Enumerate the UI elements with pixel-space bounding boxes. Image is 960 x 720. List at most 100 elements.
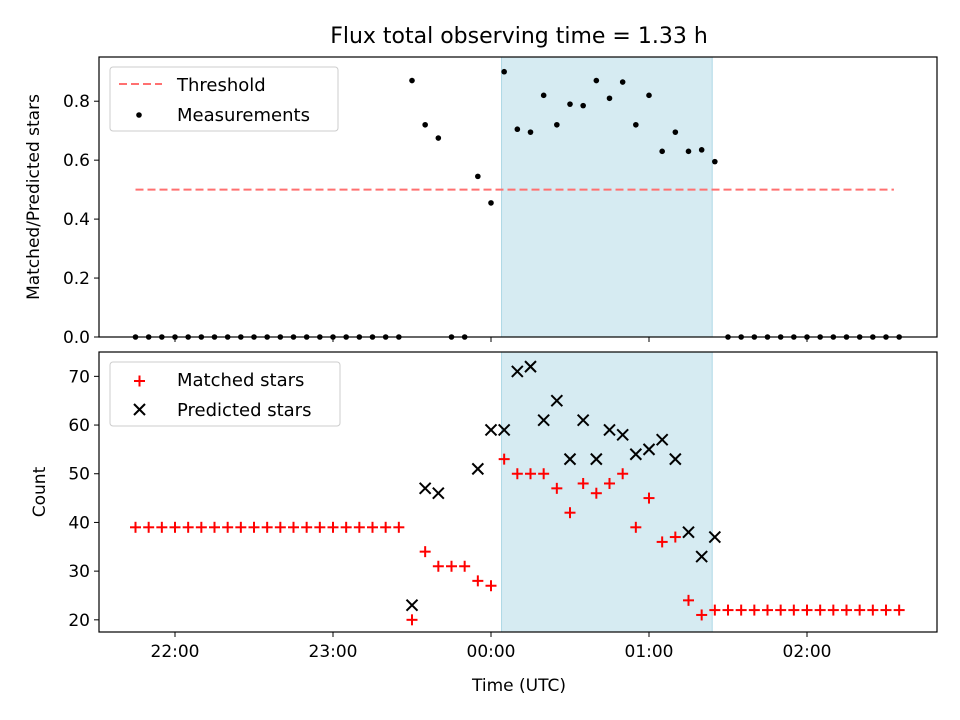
predicted-point <box>642 443 656 456</box>
matched-point <box>446 560 457 572</box>
measurement-point <box>554 121 560 128</box>
predicted-point <box>629 448 643 461</box>
matched-point <box>419 546 431 558</box>
x-tick-label: 02:00 <box>783 642 832 662</box>
x-tick-label: 23:00 <box>309 642 358 662</box>
bottom-legend-box <box>109 361 341 427</box>
predicted-point <box>603 423 616 437</box>
y-tick-label: 70 <box>68 367 90 387</box>
matched-point <box>762 604 773 616</box>
matched-point <box>748 604 760 616</box>
predicted-point <box>524 360 537 373</box>
matched-point <box>630 521 642 533</box>
y-tick-label: 30 <box>68 562 90 582</box>
measurement-point <box>712 158 718 165</box>
matched-point <box>841 604 852 616</box>
matched-point <box>775 604 787 616</box>
matched-point <box>327 521 339 533</box>
measurement-point <box>619 79 626 85</box>
predicted-point <box>497 423 511 437</box>
matched-point <box>683 594 694 606</box>
matched-point <box>156 521 168 533</box>
bottom-y-axis: 20 30 40 50 60 70 <box>68 367 99 631</box>
matched-point <box>788 604 800 616</box>
matched-point <box>472 575 484 587</box>
y-tick-label: 0.6 <box>63 151 90 171</box>
predicted-point <box>655 433 669 446</box>
measurement-point <box>527 129 534 135</box>
top-legend-box <box>109 66 339 132</box>
bottom-axes-frame <box>98 351 938 633</box>
matched-point <box>182 521 194 533</box>
predicted-point <box>550 394 564 407</box>
measurement-point <box>685 148 692 155</box>
measurement-point <box>422 121 428 128</box>
x-axis-label: Time (UTC) <box>471 676 566 696</box>
top-axes-frame <box>98 56 938 338</box>
matched-point <box>353 521 365 533</box>
matched-point <box>669 531 681 543</box>
y-tick-label: 20 <box>68 611 90 631</box>
bottom-shaded-interval <box>501 351 713 633</box>
matched-point <box>130 521 141 533</box>
legend-measurements-label: Measurements <box>177 105 310 126</box>
y-tick-label: 40 <box>68 513 90 533</box>
predicted-point <box>590 452 603 466</box>
measurement-point <box>633 121 639 128</box>
predicted-point <box>418 482 432 495</box>
matched-point <box>511 468 523 480</box>
y-tick-label: 0.8 <box>63 92 90 112</box>
matched-point <box>564 507 576 519</box>
top-y-axis: 0.0 0.2 0.4 0.6 0.8 <box>63 92 99 348</box>
matched-point <box>288 521 299 533</box>
matched-point <box>656 536 668 548</box>
matched-point <box>380 521 392 533</box>
legend-threshold-label: Threshold <box>176 75 266 96</box>
matched-point <box>735 604 747 616</box>
matched-point <box>498 453 510 465</box>
matched-stars-series <box>130 453 905 626</box>
measurement-point <box>501 68 507 75</box>
predicted-point <box>576 413 590 427</box>
matched-point <box>801 604 813 616</box>
predicted-point <box>537 413 550 427</box>
y-tick-label: 60 <box>68 416 90 436</box>
measurement-point <box>409 77 415 84</box>
top-legend: Threshold Measurements <box>109 66 339 132</box>
matched-point <box>604 477 615 489</box>
y-tick-label: 50 <box>68 465 90 485</box>
matched-point <box>854 604 866 616</box>
measurement-point <box>567 101 573 107</box>
matched-point <box>485 580 497 592</box>
measurement-point <box>488 200 494 206</box>
bottom-y-label: Count <box>30 466 50 517</box>
measurement-point <box>435 135 442 141</box>
measurement-point <box>540 92 547 99</box>
bottom-x-axis: 22:00 23:00 00:00 01:00 02:00 <box>151 632 832 662</box>
chart-title: Flux total observing time = 1.33 h <box>330 24 708 49</box>
y-tick-label: 0.4 <box>63 210 90 230</box>
matched-point <box>590 487 602 499</box>
matched-point <box>722 604 734 616</box>
measurement-point <box>606 95 613 102</box>
legend-predicted-label: Predicted stars <box>177 400 311 421</box>
matched-point <box>340 521 352 533</box>
matched-point <box>314 521 326 533</box>
predicted-point <box>432 487 445 500</box>
predicted-point <box>563 452 577 466</box>
predicted-point <box>616 428 629 441</box>
measurement-point <box>580 102 586 109</box>
matched-point <box>222 521 234 533</box>
predicted-point <box>708 530 722 544</box>
x-tick-label: 22:00 <box>151 642 200 662</box>
y-tick-label: 0.2 <box>63 269 90 289</box>
measurement-point <box>646 92 652 99</box>
matched-point <box>143 521 155 533</box>
measurement-point <box>698 147 705 153</box>
x-tick-label: 01:00 <box>625 642 674 662</box>
matched-point <box>525 468 536 480</box>
measurement-point <box>672 129 679 135</box>
matched-point <box>274 521 286 533</box>
matched-point <box>538 468 550 480</box>
